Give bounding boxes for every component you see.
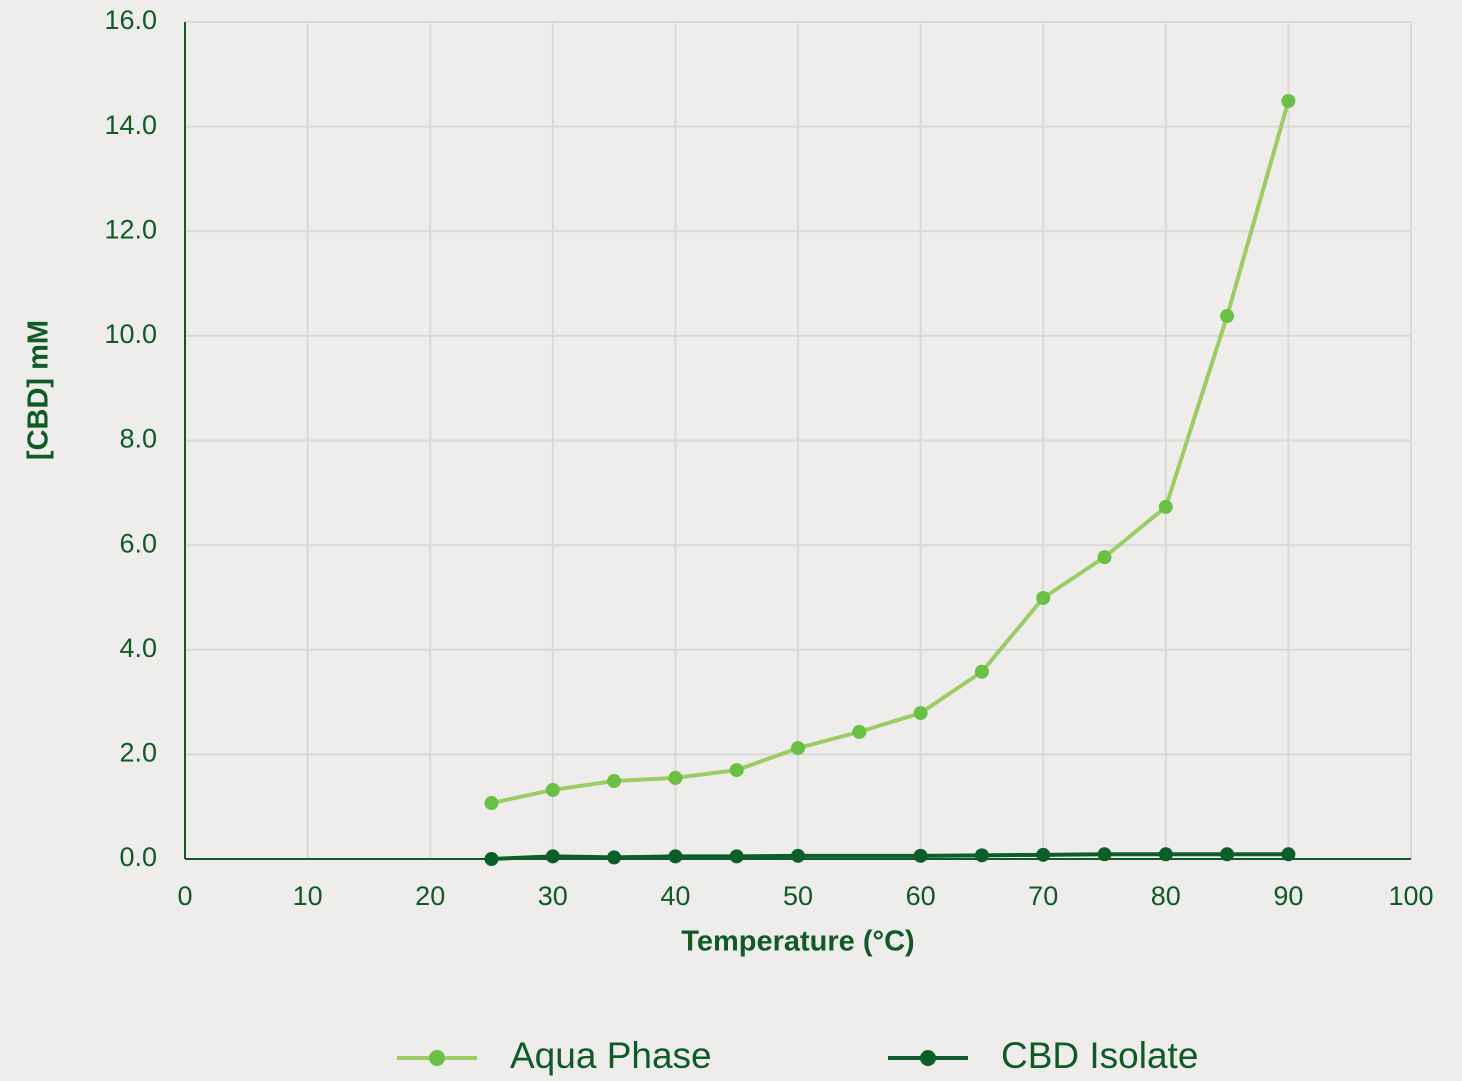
data-point bbox=[791, 848, 805, 863]
data-point bbox=[729, 763, 744, 778]
x-tick-label: 100 bbox=[1388, 881, 1433, 911]
x-axis-title: Temperature (°C) bbox=[681, 926, 914, 958]
data-point bbox=[484, 796, 499, 811]
x-tick-label: 20 bbox=[415, 881, 445, 911]
x-tick-label: 0 bbox=[177, 881, 192, 911]
data-point bbox=[668, 849, 683, 864]
data-point bbox=[668, 770, 683, 785]
y-tick-label: 16.0 bbox=[104, 5, 157, 35]
data-point bbox=[1036, 590, 1051, 605]
x-tick-label: 50 bbox=[783, 881, 813, 911]
data-point bbox=[1036, 847, 1051, 862]
data-point bbox=[913, 848, 928, 863]
x-tick-label: 70 bbox=[1028, 881, 1058, 911]
y-tick-label: 10.0 bbox=[104, 319, 157, 349]
series-line bbox=[491, 100, 1291, 805]
y-tick-label: 2.0 bbox=[119, 738, 157, 768]
data-point bbox=[607, 774, 622, 789]
y-tick-label: 0.0 bbox=[119, 842, 157, 872]
y-tick-label: 4.0 bbox=[119, 633, 157, 663]
data-point bbox=[545, 849, 560, 864]
x-tick-label: 40 bbox=[660, 881, 690, 911]
data-point bbox=[607, 850, 622, 865]
data-point bbox=[852, 724, 867, 739]
y-tick-label: 14.0 bbox=[104, 110, 157, 140]
data-point bbox=[1281, 93, 1296, 108]
data-point bbox=[729, 849, 744, 864]
x-tick-label: 10 bbox=[293, 881, 323, 911]
legend-marker bbox=[429, 1050, 445, 1066]
legend-label: CBD Isolate bbox=[1001, 1035, 1198, 1076]
y-axis-title: [CBD] mM bbox=[23, 320, 55, 460]
data-point bbox=[974, 848, 989, 863]
legend-marker bbox=[920, 1050, 936, 1066]
data-point bbox=[1158, 847, 1173, 862]
data-point bbox=[1220, 847, 1235, 862]
x-tick-label: 90 bbox=[1273, 881, 1303, 911]
x-tick-label: 60 bbox=[906, 881, 936, 911]
data-point bbox=[974, 664, 989, 679]
data-point bbox=[1158, 499, 1173, 514]
data-point bbox=[545, 782, 560, 797]
data-point bbox=[791, 741, 805, 756]
y-tick-label: 8.0 bbox=[119, 424, 157, 454]
data-point bbox=[484, 852, 499, 866]
x-tick-label: 30 bbox=[538, 881, 568, 911]
y-tick-label: 6.0 bbox=[119, 528, 157, 558]
data-point bbox=[913, 706, 928, 721]
data-point bbox=[1220, 308, 1235, 323]
data-point bbox=[1097, 550, 1112, 565]
data-point bbox=[1281, 847, 1296, 862]
y-tick-label: 12.0 bbox=[104, 214, 157, 244]
legend-label: Aqua Phase bbox=[510, 1035, 712, 1076]
data-point bbox=[1097, 847, 1112, 862]
x-tick-label: 80 bbox=[1151, 881, 1181, 911]
